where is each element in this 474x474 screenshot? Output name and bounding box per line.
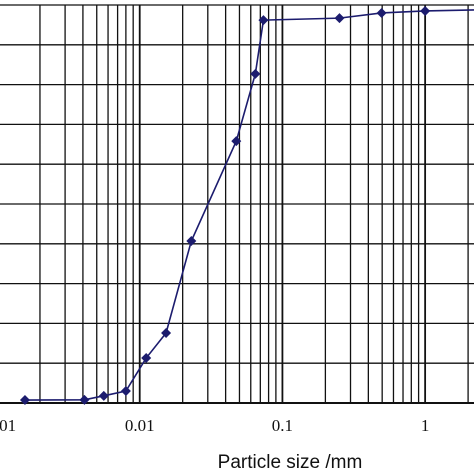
marker xyxy=(376,7,387,18)
x-tick-label: 0.1 xyxy=(272,416,293,435)
marker xyxy=(141,353,152,364)
x-tick-label: 0.001 xyxy=(0,416,16,435)
marker xyxy=(19,395,30,406)
marker xyxy=(186,236,197,247)
x-tick-label: 1 xyxy=(421,416,430,435)
marker xyxy=(79,394,90,405)
x-tick-label: 0.01 xyxy=(125,416,155,435)
marker xyxy=(258,15,269,26)
x-axis-label: Particle size /mm xyxy=(218,452,363,473)
marker xyxy=(161,327,172,338)
marker xyxy=(231,136,242,147)
marker xyxy=(420,5,431,16)
marker xyxy=(120,386,131,397)
marker xyxy=(250,68,261,79)
line xyxy=(24,9,474,401)
marker xyxy=(334,13,345,24)
marker xyxy=(98,390,109,401)
